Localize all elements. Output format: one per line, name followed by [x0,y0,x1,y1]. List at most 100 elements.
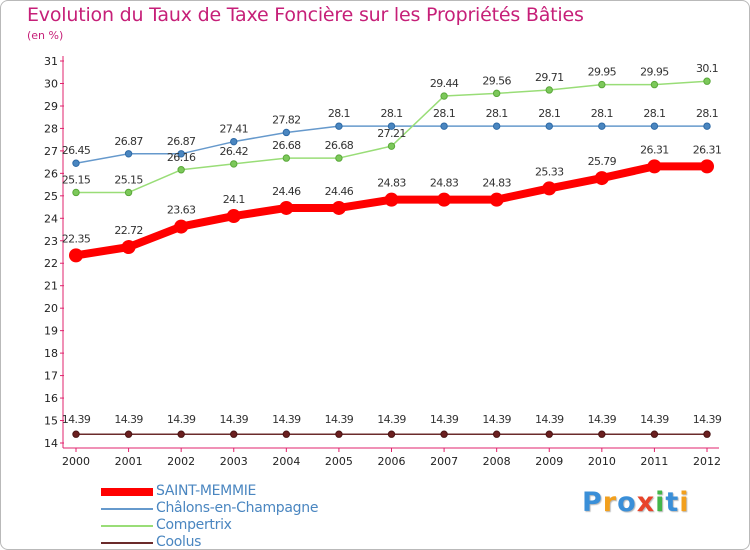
data-point [121,240,136,255]
data-label: 14.39 [430,413,459,426]
data-point [177,166,185,174]
data-label: 14.39 [167,413,196,426]
data-label: 14.39 [535,413,564,426]
chart-title: Evolution du Taux de Taxe Foncière sur l… [27,4,584,26]
logo-letter: r [602,487,618,518]
x-tick-label: 2004 [272,455,300,468]
y-tick-label: 23 [44,235,58,248]
x-tick-label: 2002 [167,455,195,468]
data-label: 26.42 [220,145,249,158]
data-label: 23.63 [167,204,196,217]
data-point [440,430,448,438]
data-label: 24.46 [325,185,354,198]
data-point [72,430,80,438]
data-point [177,150,185,158]
logo-letter: x [636,487,656,518]
data-label: 14.39 [220,413,249,426]
data-label: 28.1 [591,107,613,120]
data-label: 14.39 [640,413,669,426]
data-label: 14.39 [325,413,354,426]
data-point [384,192,399,207]
data-label: 27.41 [220,123,249,136]
data-point [335,154,343,162]
data-label: 14.39 [114,413,143,426]
logo-letter: P [582,487,603,518]
data-label: 28.1 [643,107,665,120]
data-point [72,159,80,167]
y-tick-label: 18 [44,347,58,360]
data-label: 22.35 [62,232,91,245]
data-label: 29.95 [640,66,669,79]
data-label: 27.82 [272,113,301,126]
data-point [387,142,396,150]
data-label: 14.39 [482,413,511,426]
y-tick-label: 25 [44,190,58,203]
y-tick-label: 19 [44,325,58,338]
data-point [72,188,80,197]
data-label: 14.39 [693,413,722,426]
data-point [545,86,553,94]
data-point [440,122,448,130]
data-point [282,128,291,137]
data-point [700,159,714,174]
x-tick-label: 2006 [378,455,406,468]
data-point [124,188,133,197]
data-label: 28.1 [380,107,402,120]
data-label: 26.68 [325,139,354,152]
data-label: 26.16 [167,151,196,164]
data-point [703,122,711,130]
data-label: 24.83 [482,177,511,190]
data-label: 14.39 [272,413,301,426]
y-tick-label: 29 [44,100,58,113]
data-point [650,430,659,438]
data-point [335,430,343,438]
axes: 14 15 16 17 18 19 20 21 22 23 24 25 26 27 28 29 30 31 2000… [44,55,721,468]
data-label: 26.31 [693,143,722,156]
data-label: 29.44 [430,77,459,90]
legend-label: SAINT-MEMMIE [156,483,257,499]
data-label: 28.1 [486,107,508,120]
data-label: 26.45 [62,144,91,157]
y-axis-unit-label: (en %) [27,29,64,42]
data-label: 24.83 [430,177,459,190]
x-tick-label: 2009 [535,455,563,468]
logo-letter: t [665,487,680,518]
data-point [650,122,659,130]
y-tick-label: 30 [44,77,58,90]
data-point [230,160,238,168]
x-tick-label: 2003 [220,455,248,468]
data-point [387,430,396,438]
legend-label: Coolus [156,534,202,550]
data-point [492,430,501,438]
series-layer [69,77,714,438]
data-label: 24.1 [223,193,245,206]
data-label: 26.68 [272,139,301,152]
data-label: 25.33 [535,165,564,178]
data-label: 25.15 [62,173,91,186]
data-point [230,137,238,146]
data-label: 25.15 [114,173,143,186]
x-tick-label: 2012 [693,455,721,468]
y-tick-label: 14 [44,437,58,450]
data-point [335,122,343,130]
legend-swatch [101,542,153,544]
data-label: 26.31 [640,143,669,156]
data-point [703,430,711,438]
legend-swatch [101,525,153,527]
data-label: 14.39 [377,413,406,426]
y-tick-label: 27 [44,145,58,158]
data-point [437,192,452,207]
x-tick-label: 2001 [115,455,143,468]
y-tick-label: 22 [44,257,58,270]
data-point [282,430,291,438]
data-point [594,171,609,186]
x-tick-label: 2011 [640,455,668,468]
data-label-layer: 26.45 26.87 26.87 27.41 27.82 28.1 28.1 28.1 28.… [62,62,723,426]
data-point [598,80,606,89]
legend-label: Compertrix [156,517,232,533]
data-label: 27.21 [377,127,406,140]
y-tick-label: 31 [44,55,58,68]
data-point [69,248,83,263]
data-point [542,181,557,196]
